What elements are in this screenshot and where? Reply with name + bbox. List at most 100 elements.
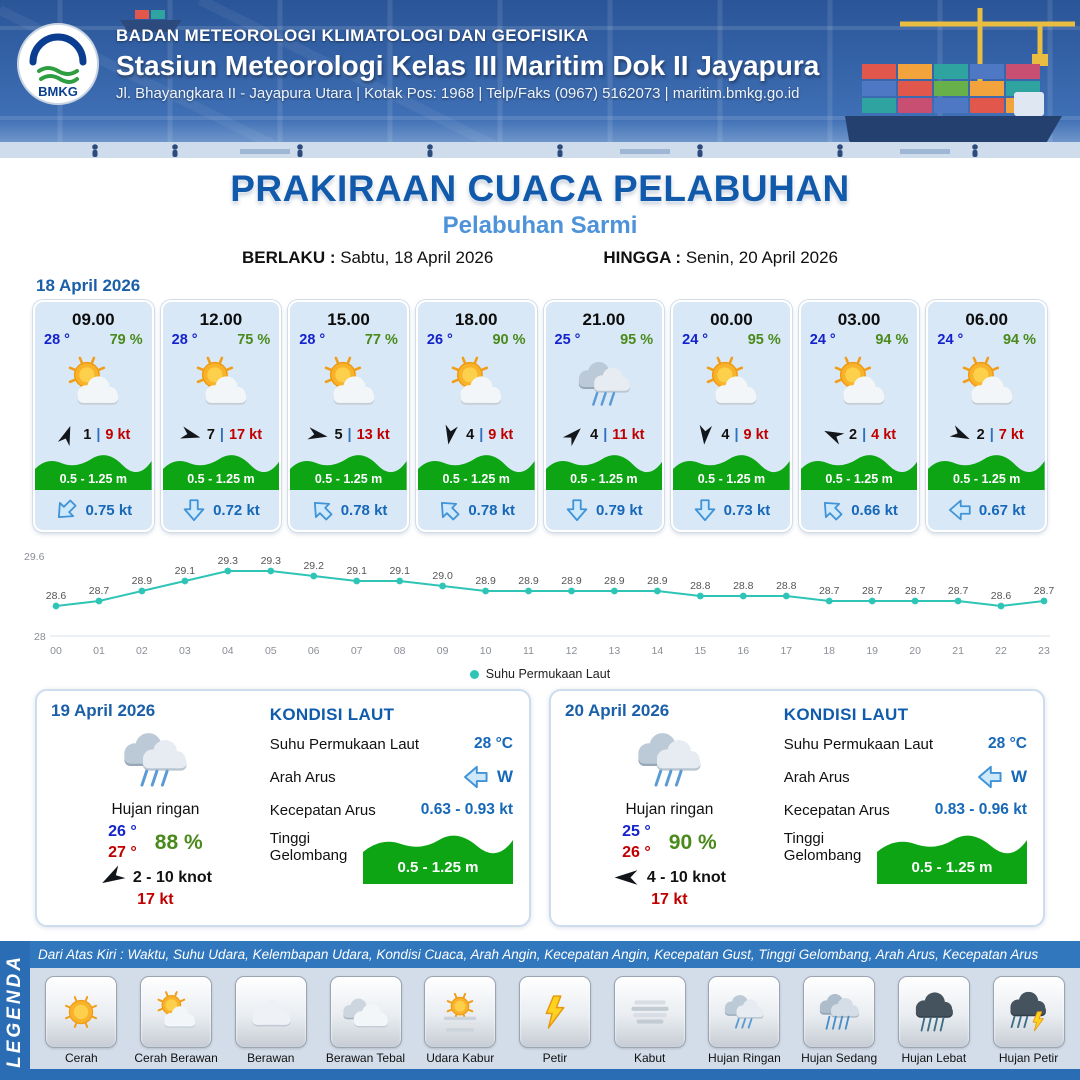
wave-height: 0.5 - 1.25 m <box>697 472 766 486</box>
svg-text:28.9: 28.9 <box>647 575 668 587</box>
current-speed: 0.67 kt <box>978 501 1026 519</box>
svg-text:09: 09 <box>437 645 449 657</box>
berlaku-value: Sabtu, 18 April 2026 <box>340 248 494 267</box>
divider: | <box>862 427 867 443</box>
legend-description: Dari Atas Kiri : Waktu, Suhu Udara, Kele… <box>30 941 1080 968</box>
hingga-label: HINGGA : <box>603 248 682 267</box>
wave-height-band: 0.5 - 1.25 m <box>800 454 918 490</box>
current-dir-label: Arah Arus <box>269 768 336 786</box>
legend-label: Cerah Berawan <box>134 1051 218 1065</box>
legend-icon-cerah-berawan <box>140 976 213 1048</box>
wave-height: 0.5 - 1.25 m <box>570 472 638 486</box>
humidity: 90 % <box>492 332 526 348</box>
page-title: PRAKIRAAN CUACA PELABUHAN <box>230 168 850 209</box>
sea-conditions: KONDISI LAUT Suhu Permukaan Laut 28 °C A… <box>260 701 515 915</box>
wind-direction-icon <box>949 425 972 443</box>
legend-item: Hujan Petir <box>985 976 1073 1065</box>
svg-text:28.7: 28.7 <box>862 585 883 597</box>
air-temp: 24 ° <box>937 332 964 348</box>
svg-text:00: 00 <box>50 645 62 657</box>
daily-temps: 26 ° 27 ° 88 % <box>108 823 203 862</box>
current-speed-row: Kecepatan Arus 0.63 - 0.93 kt <box>270 801 513 819</box>
svg-text:14: 14 <box>652 645 664 657</box>
daily-humidity: 88 % <box>154 830 203 854</box>
container-stack <box>862 64 1040 113</box>
hourly-card: 15.00 28 ° 77 % 5 | 13 kt 0.5 - 1.25 m 0… <box>288 300 409 532</box>
wind-direction-icon <box>307 427 329 443</box>
wave-height-label: Tinggi Gelombang <box>269 830 348 864</box>
svg-text:29.1: 29.1 <box>175 565 196 577</box>
legend-label: Hujan Ringan <box>708 1051 781 1065</box>
svg-text:11: 11 <box>523 645 534 657</box>
legend-label: Cerah <box>65 1051 98 1065</box>
daily-gust: 17 kt <box>137 891 174 908</box>
svg-text:22: 22 <box>995 645 1007 657</box>
svg-text:28.8: 28.8 <box>776 580 797 592</box>
wave-height: 0.5 - 1.25 m <box>952 472 1021 486</box>
air-temp: 24 ° <box>809 332 836 348</box>
weather-icon-cerah-berawan <box>928 350 1045 418</box>
validity-row: BERLAKU : Sabtu, 18 April 2026 HINGGA : … <box>0 248 1080 268</box>
legend-icon-petir <box>518 976 591 1048</box>
wind-direction-icon <box>99 865 126 887</box>
svg-text:06: 06 <box>308 645 320 657</box>
humidity: 95 % <box>620 332 654 348</box>
wave-height-band: 0.5 - 1.25 m <box>162 454 280 490</box>
air-temp: 24 ° <box>682 332 709 348</box>
svg-text:29.1: 29.1 <box>346 565 367 577</box>
wind-force: 1 <box>83 427 92 443</box>
sea-conditions-title: KONDISI LAUT <box>269 705 395 724</box>
svg-text:12: 12 <box>566 645 578 657</box>
chart-legend: Suhu Permukaan Laut <box>20 667 1060 681</box>
legend-icon-berawan <box>234 976 307 1048</box>
legend-icon-kabut <box>613 976 686 1048</box>
weather-icon-cerah-berawan <box>673 350 790 418</box>
sst-chart-section: 29.6 28 28.6 28.7 28.9 29.1 29.3 29.3 29.2 29.1 29… <box>0 532 1080 681</box>
bmkg-logo: BMKG <box>16 22 100 106</box>
sst-row: Suhu Permukaan Laut 28 °C <box>784 735 1027 753</box>
legend-label: Kabut <box>633 1051 666 1065</box>
legend-item: Berawan <box>227 976 315 1065</box>
daily-wind-range: 4 - 10 knot <box>646 868 726 886</box>
current-speed-label: Kecepatan Arus <box>783 801 890 819</box>
current-direction-icon <box>820 498 844 522</box>
temp-humidity-row: 24 ° 94 % <box>928 332 1045 348</box>
current-direction-icon <box>565 498 589 522</box>
svg-text:28.9: 28.9 <box>132 575 153 587</box>
wave-height-value: 0.5 - 1.25 m <box>911 859 993 876</box>
wind-speed: 7 kt <box>998 427 1024 443</box>
current-row: 0.78 kt <box>418 490 535 530</box>
sea-conditions: KONDISI LAUT Suhu Permukaan Laut 28 °C A… <box>774 701 1029 915</box>
temp-humidity-row: 25 ° 95 % <box>546 332 663 348</box>
hourly-card: 03.00 24 ° 94 % 2 | 4 kt 0.5 - 1.25 m 0.… <box>798 300 920 532</box>
daily-condition: Hujan ringan <box>111 801 200 818</box>
svg-text:29.3: 29.3 <box>218 555 239 567</box>
wave-height-row: Tinggi Gelombang 0.5 - 1.25 m <box>784 830 1027 884</box>
wave-height-band: 0.5 - 1.25 m <box>417 454 535 490</box>
wind-force: 2 <box>976 427 985 443</box>
sst-label: Suhu Permukaan Laut <box>783 735 934 753</box>
temp-humidity-row: 24 ° 94 % <box>801 332 918 348</box>
station-name: Stasiun Meteorologi Kelas III Maritim Do… <box>116 49 820 81</box>
wind-direction-icon <box>179 426 202 443</box>
wave-height-badge: 0.5 - 1.25 m <box>363 832 513 884</box>
air-temp: 26 ° <box>426 332 453 348</box>
forecast-time: 18.00 <box>454 310 498 329</box>
svg-text:28.9: 28.9 <box>604 575 625 587</box>
svg-text:28.7: 28.7 <box>819 585 840 597</box>
wind-direction-icon <box>822 427 845 445</box>
hourly-row: 09.00 28 ° 79 % 1 | 9 kt 0.5 - 1.25 m 0.… <box>0 300 1080 532</box>
wave-height-label: Tinggi Gelombang <box>783 830 862 864</box>
daily-summary: 20 April 2026 Hujan ringan 25 ° 26 ° 90 … <box>565 701 774 915</box>
wind-row: 4 | 9 kt <box>673 422 790 448</box>
forecast-time: 06.00 <box>965 310 1008 329</box>
svg-text:28: 28 <box>34 631 46 643</box>
hourly-card: 18.00 26 ° 90 % 4 | 9 kt 0.5 - 1.25 m 0.… <box>415 300 537 532</box>
weather-icon-cerah-berawan <box>290 350 407 418</box>
daily-temp-min: 25 ° <box>622 823 651 840</box>
divider: | <box>479 427 484 443</box>
humidity: 77 % <box>364 332 398 348</box>
forecast-date: 18 April 2026 <box>36 276 141 295</box>
current-row: 0.72 kt <box>163 490 280 530</box>
